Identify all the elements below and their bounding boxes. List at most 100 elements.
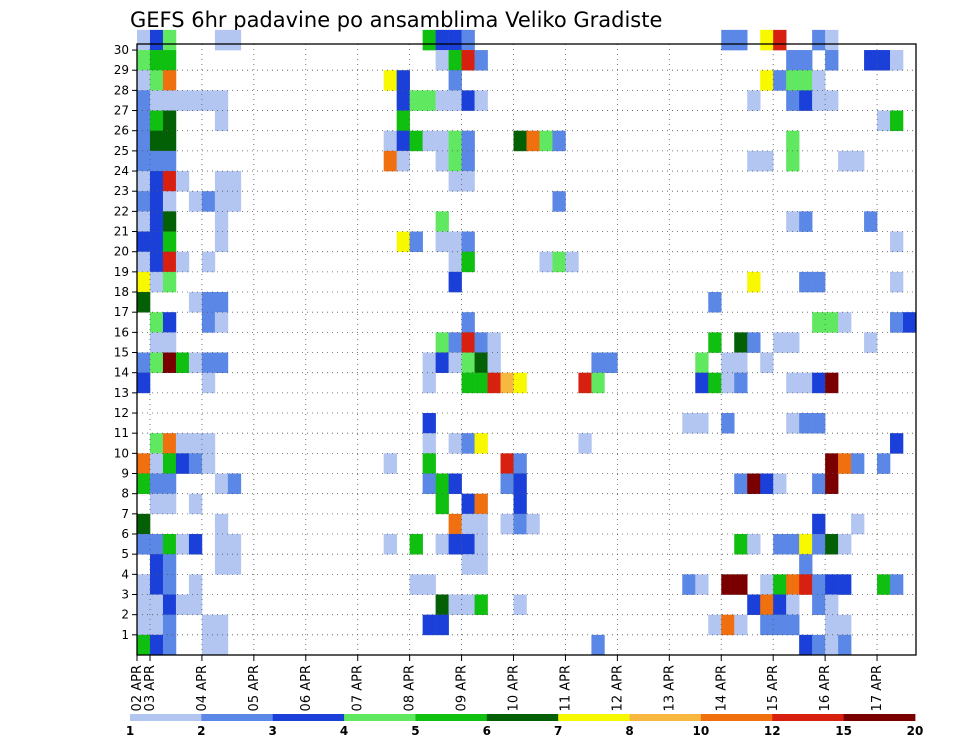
heatmap-cell xyxy=(137,130,151,152)
heatmap-cell xyxy=(175,594,190,615)
heatmap-cell xyxy=(214,352,229,373)
heatmap-cell xyxy=(137,50,151,71)
heatmap-cell xyxy=(214,554,229,575)
heatmap-cell xyxy=(162,191,177,212)
heatmap-cell xyxy=(422,130,436,152)
heatmap-cell xyxy=(435,473,449,494)
heatmap-cell xyxy=(500,513,514,535)
heatmap-cell xyxy=(474,513,488,535)
heatmap-cell xyxy=(461,513,475,535)
heatmap-cell xyxy=(513,513,527,535)
heatmap-cell xyxy=(162,211,177,232)
heatmap-cell xyxy=(474,554,488,575)
heatmap-cell xyxy=(214,634,229,656)
heatmap-cell xyxy=(812,90,826,111)
heatmap-cell xyxy=(760,352,774,373)
heatmap-cell xyxy=(214,513,229,535)
heatmap-cell xyxy=(162,312,177,333)
heatmap-cell xyxy=(461,90,475,111)
heatmap-cell xyxy=(721,614,735,636)
heatmap-cell xyxy=(188,292,203,313)
heatmap-cell xyxy=(162,594,177,615)
heatmap-cell xyxy=(188,191,203,212)
y-tick-label: 18 xyxy=(114,285,129,299)
heatmap-cell xyxy=(137,191,151,212)
heatmap-cell xyxy=(825,372,839,394)
heatmap-cell xyxy=(188,352,203,373)
heatmap-cell xyxy=(760,29,774,51)
heatmap-cell xyxy=(812,513,826,535)
y-tick-label: 26 xyxy=(114,124,129,138)
heatmap-cell xyxy=(214,473,229,494)
heatmap-cell xyxy=(825,50,839,71)
heatmap-cell xyxy=(747,271,761,293)
heatmap-cell xyxy=(188,493,203,515)
heatmap-cell xyxy=(773,594,787,615)
heatmap-cell xyxy=(162,614,177,636)
heatmap-cell xyxy=(695,352,709,373)
colorbar-label: 8 xyxy=(625,724,633,738)
heatmap-cell xyxy=(890,574,904,595)
heatmap-cell xyxy=(747,594,761,615)
heatmap-cell xyxy=(227,171,242,192)
heatmap-cell xyxy=(201,292,216,313)
heatmap-cell xyxy=(149,312,164,333)
heatmap-cell xyxy=(149,171,164,192)
colorbar-label: 15 xyxy=(835,724,852,738)
heatmap-cell xyxy=(422,473,436,494)
heatmap-cell xyxy=(760,614,774,636)
heatmap-cell xyxy=(734,29,748,51)
y-tick-label: 25 xyxy=(114,144,129,158)
heatmap-cell xyxy=(149,554,164,575)
heatmap-cell xyxy=(188,594,203,615)
y-tick-label: 6 xyxy=(121,527,129,541)
colorbar-swatch xyxy=(130,714,202,721)
heatmap-cell xyxy=(799,90,813,111)
heatmap-cell xyxy=(214,191,229,212)
heatmap-cell xyxy=(812,70,826,91)
heatmap-cell xyxy=(708,614,722,636)
heatmap-cell xyxy=(137,513,151,535)
heatmap-cell xyxy=(513,594,527,615)
heatmap-cell xyxy=(214,29,229,51)
heatmap-cell xyxy=(786,50,800,71)
heatmap-cell xyxy=(435,332,449,353)
heatmap-cell xyxy=(799,50,813,71)
heatmap-cell xyxy=(695,372,709,394)
heatmap-cell xyxy=(734,534,748,555)
heatmap-cell xyxy=(799,534,813,555)
heatmap-cell xyxy=(461,50,475,71)
heatmap-cell xyxy=(461,130,475,152)
colorbar-swatch xyxy=(415,714,488,721)
heatmap-cell xyxy=(786,614,800,636)
heatmap-cell xyxy=(448,534,462,555)
heatmap-cell xyxy=(214,292,229,313)
heatmap-cell xyxy=(500,453,514,474)
heatmap-cell xyxy=(786,413,800,434)
heatmap-cell xyxy=(786,70,800,91)
heatmap-cell xyxy=(461,171,475,192)
heatmap-cell xyxy=(396,130,410,152)
heatmap-cell xyxy=(137,372,151,394)
heatmap-cell xyxy=(175,171,190,192)
heatmap-cell xyxy=(539,130,553,152)
heatmap-cell xyxy=(487,372,501,394)
heatmap-cell xyxy=(890,271,904,293)
y-tick-label: 5 xyxy=(121,547,129,561)
heatmap-cell xyxy=(383,534,397,555)
heatmap-cell xyxy=(188,534,203,555)
heatmap-cell xyxy=(175,453,190,474)
y-tick-label: 14 xyxy=(114,366,129,380)
heatmap-cell xyxy=(890,110,904,132)
heatmap-cell xyxy=(786,594,800,615)
heatmap-cell xyxy=(409,130,423,152)
heatmap-cell xyxy=(799,70,813,91)
heatmap-cell xyxy=(825,534,839,555)
heatmap-cell xyxy=(448,171,462,192)
heatmap-cell xyxy=(149,251,164,273)
heatmap-cell xyxy=(591,372,605,394)
heatmap-cell xyxy=(214,312,229,333)
heatmap-cell xyxy=(149,594,164,615)
heatmap-cell xyxy=(214,90,229,111)
